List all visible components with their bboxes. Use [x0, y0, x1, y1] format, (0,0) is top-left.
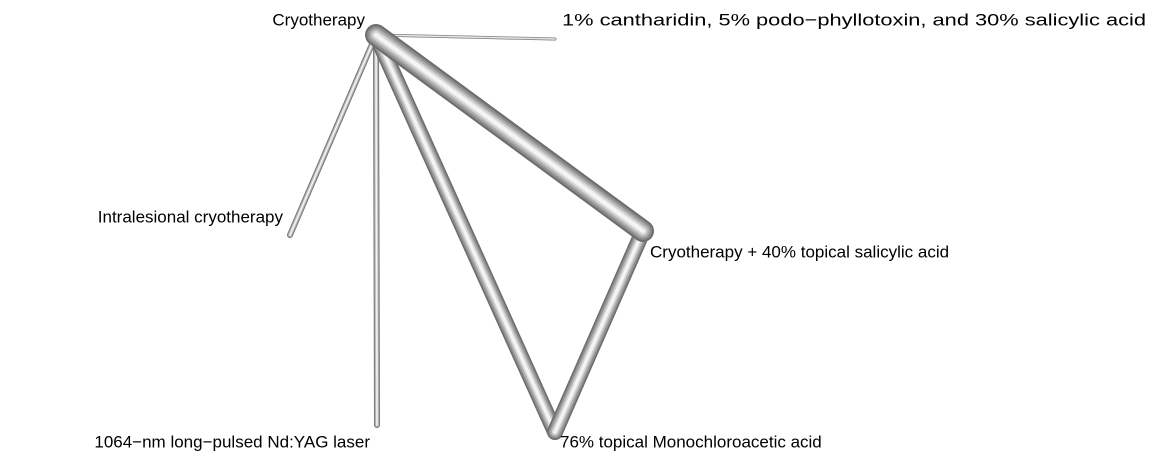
- node-label: Cryotherapy: [272, 10, 365, 29]
- edge-shade: [374, 33, 557, 434]
- edge: [287, 32, 379, 238]
- node-label: 1% cantharidin, 5% podo−phyllotoxin, and…: [562, 10, 1146, 29]
- edge-shade: [289, 34, 377, 236]
- node-label: Intralesional cryotherapy: [98, 207, 284, 226]
- node-label: Cryotherapy + 40% topical salicylic acid: [650, 242, 949, 261]
- edge: [368, 27, 563, 440]
- edge-shade: [553, 229, 645, 434]
- edges: [287, 24, 654, 440]
- edge-shade: [375, 34, 556, 40]
- edge: [365, 24, 654, 242]
- node-label: 76% topical Monochloroacetic acid: [560, 432, 822, 451]
- edge: [373, 32, 380, 428]
- edge: [374, 33, 557, 41]
- edge-shade: [373, 32, 646, 234]
- node-label: 1064−nm long−pulsed Nd:YAG laser: [94, 432, 370, 451]
- edge-shade: [375, 34, 378, 426]
- edge: [547, 223, 651, 440]
